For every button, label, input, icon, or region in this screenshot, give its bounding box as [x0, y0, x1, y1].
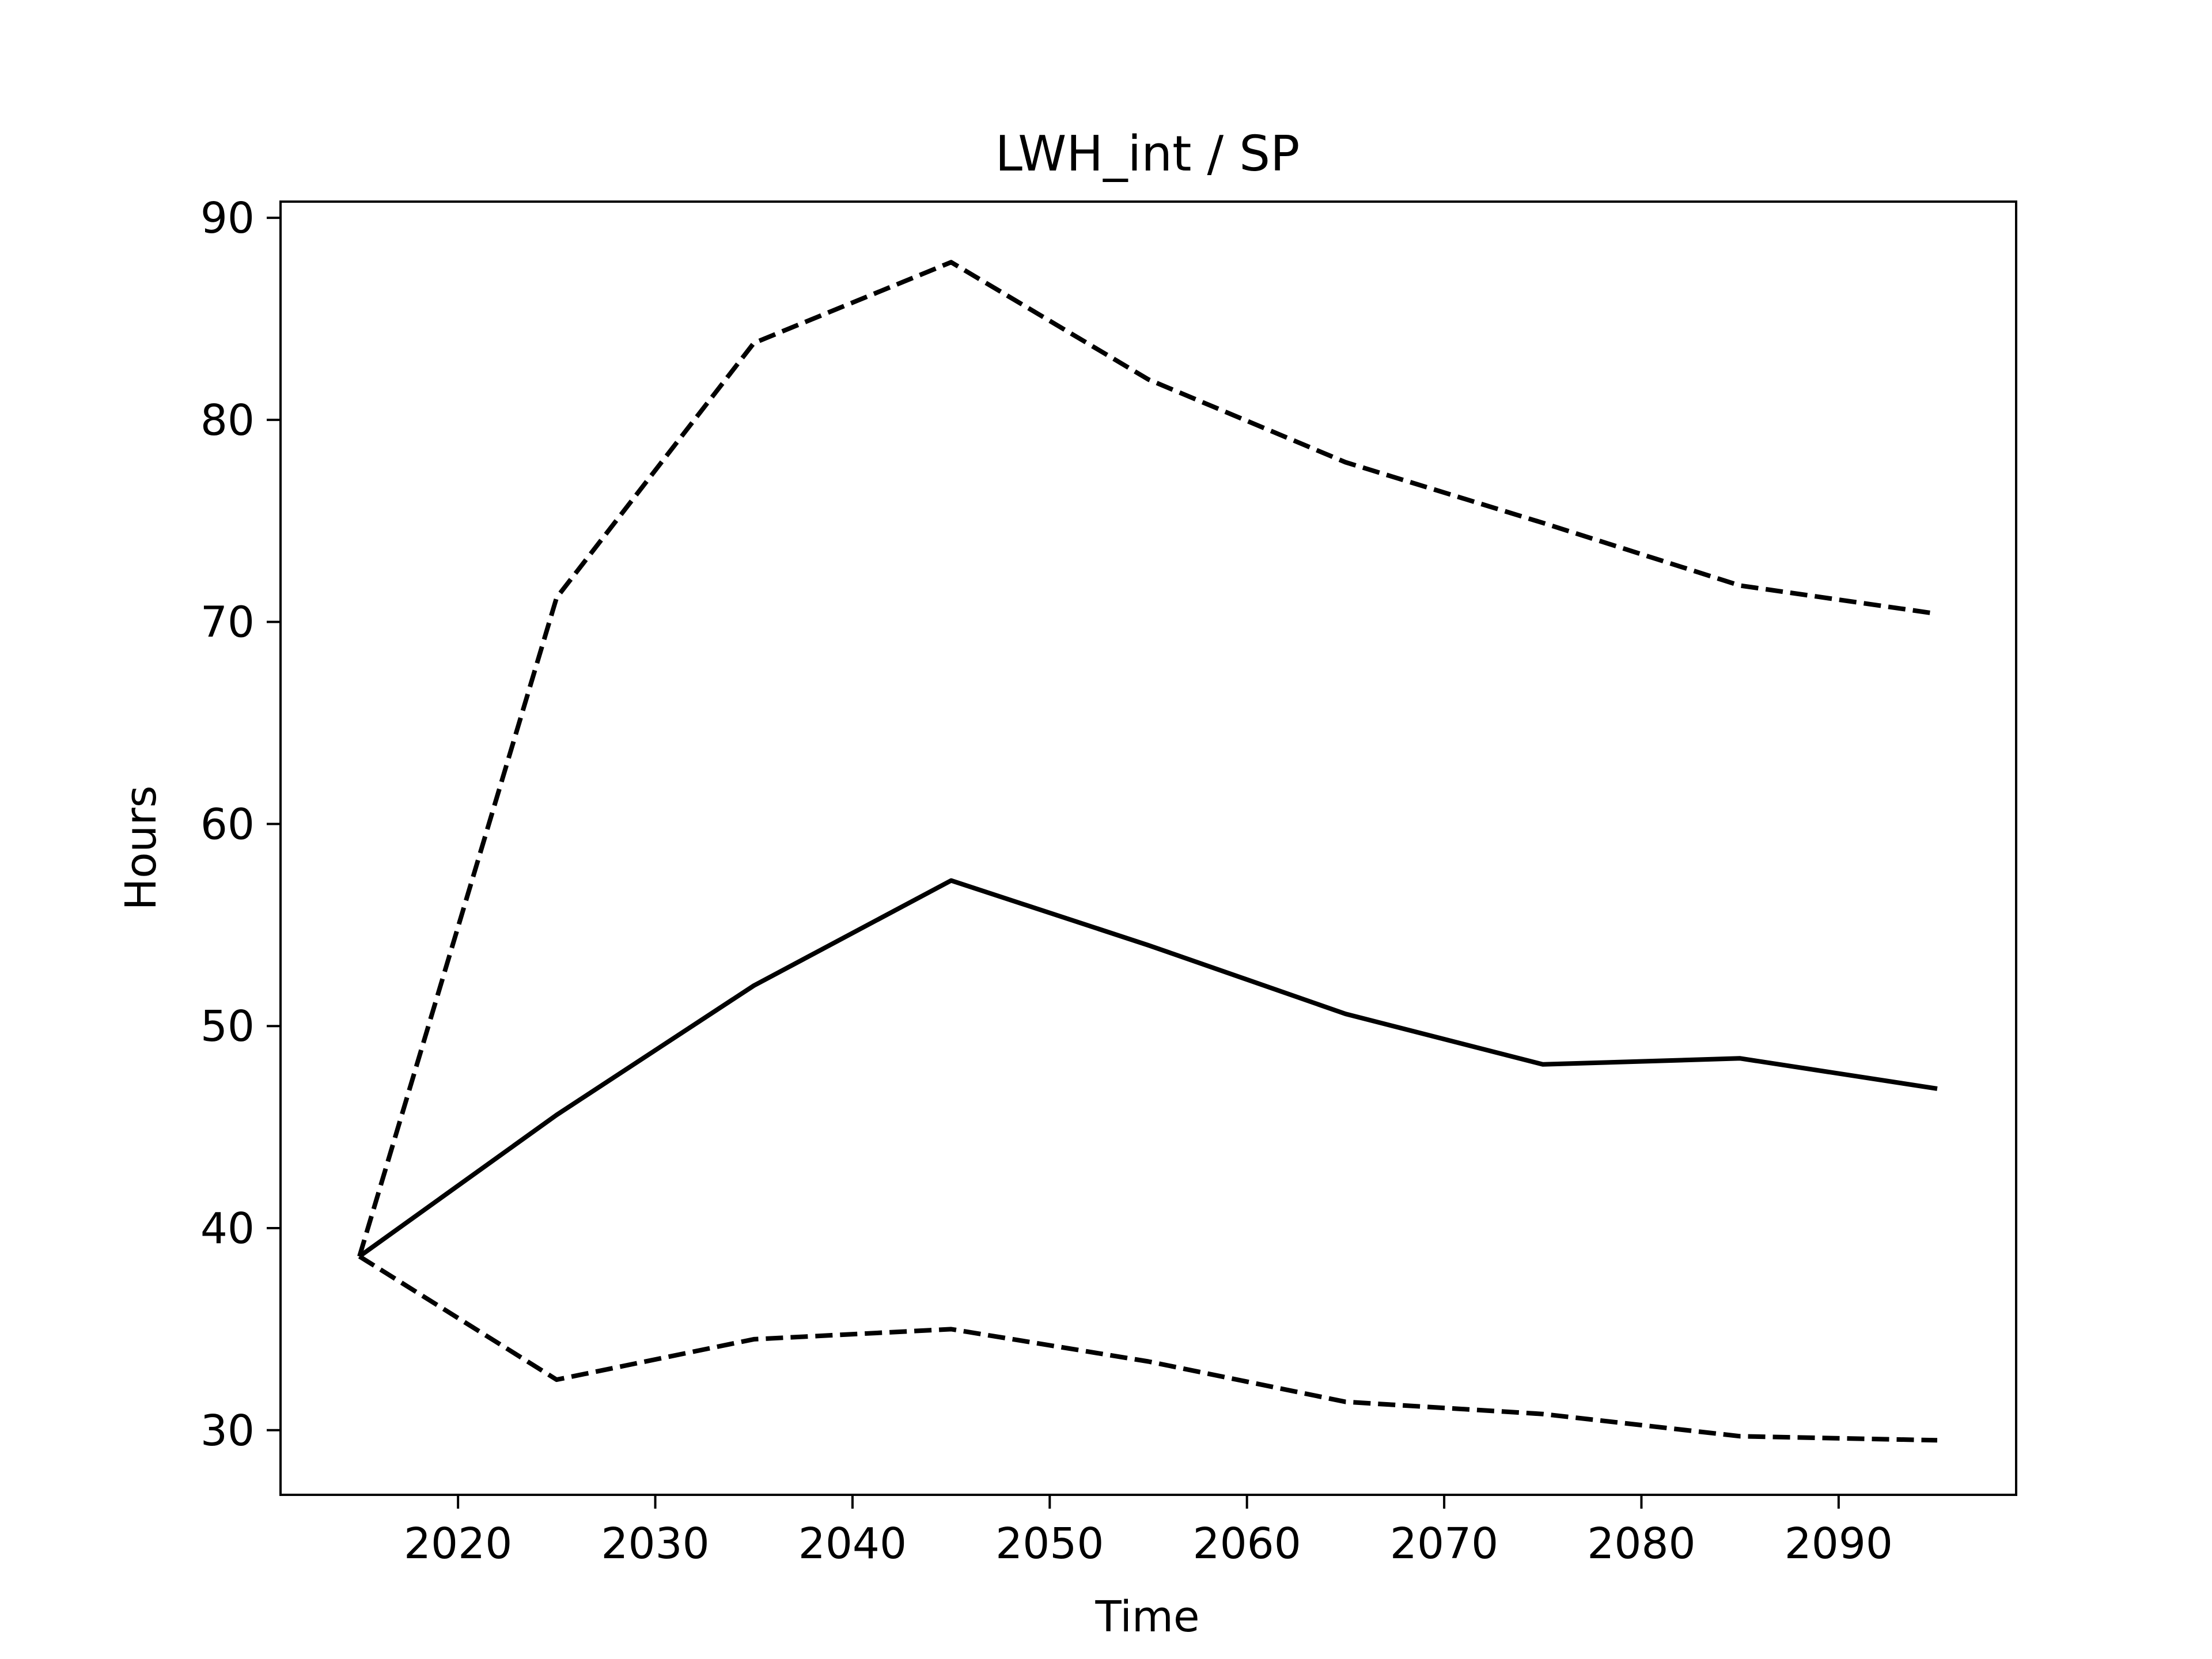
y-axis-label: Hours: [116, 786, 166, 911]
y-tick-label: 70: [200, 598, 255, 647]
y-tick-label: 80: [200, 396, 255, 445]
x-tick-label: 2020: [404, 1519, 512, 1569]
dashed-series-line-1: [357, 260, 1938, 1257]
x-axis-label: Time: [1094, 1592, 1199, 1642]
chart-title: LWH_int / SP: [995, 126, 1300, 183]
x-tick-label: 2080: [1587, 1519, 1695, 1569]
y-tick-label: 40: [200, 1204, 255, 1253]
x-tick-label: 2040: [798, 1519, 907, 1569]
solid-series-line-0: [358, 878, 1938, 1259]
axis-ticks: 2020 2030 2040 2050 2060 2070 2080 2090 30 40 50 60…: [200, 194, 1893, 1569]
x-tick-label: 2030: [601, 1519, 709, 1569]
plot-frame: [279, 200, 2017, 1496]
y-tick-label: 60: [200, 800, 255, 849]
y-tick-label: 30: [200, 1406, 255, 1456]
dashed-series-line-2: [358, 1254, 1938, 1443]
x-tick-label: 2050: [995, 1519, 1104, 1569]
x-tick-label: 2090: [1785, 1519, 1893, 1569]
x-tick-label: 2060: [1193, 1519, 1301, 1569]
plot-area: [357, 260, 1938, 1443]
y-tick-label: 50: [200, 1002, 255, 1051]
y-tick-label: 90: [200, 194, 255, 243]
x-tick-label: 2070: [1390, 1519, 1498, 1569]
